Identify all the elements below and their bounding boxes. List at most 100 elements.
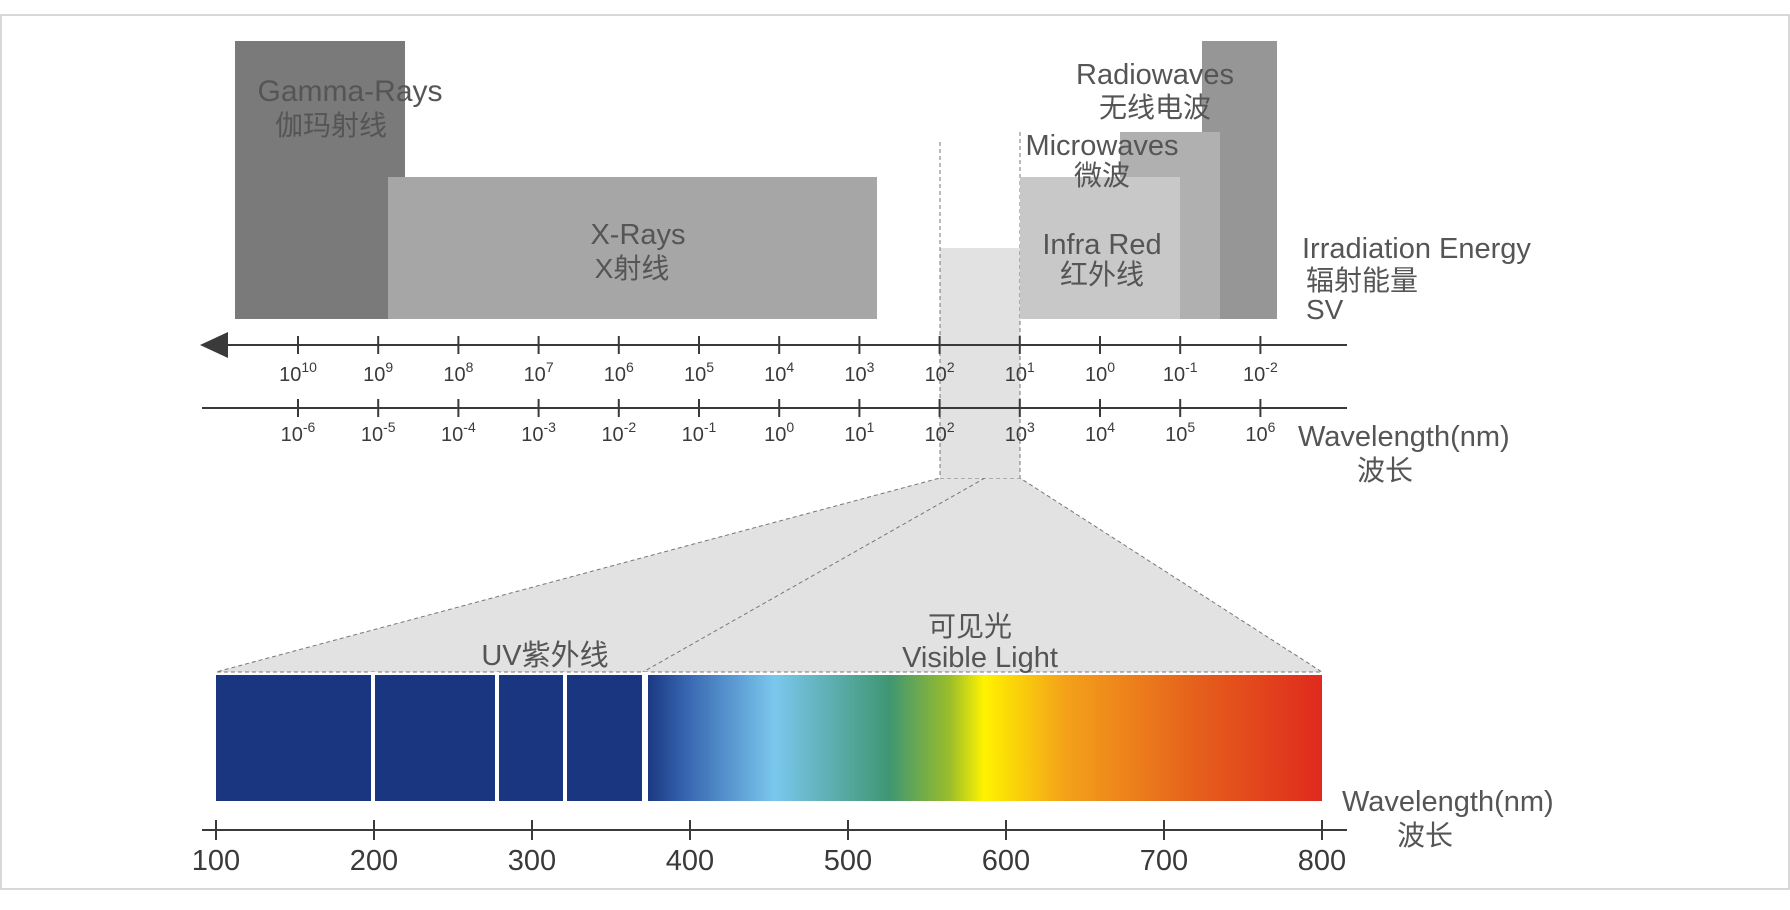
energy-tick-exp: 1 [1027,359,1035,375]
wavelength-tick-exp: -3 [543,419,556,435]
nm-tick-label: 600 [982,845,1030,877]
nm-tick-label: 100 [192,845,240,877]
energy-tick-exp: -1 [1185,359,1198,375]
energy-tick-label: 103 [844,359,874,386]
wavelength-tick-exp: 5 [1187,419,1195,435]
nm-tick-label: 500 [824,845,872,877]
wavelength-tick-exp: -5 [383,419,396,435]
energy-tick-label: 102 [925,359,955,386]
wavelength-tick-exp: 2 [947,419,955,435]
energy-tick-exp: 4 [786,359,794,375]
wavelength-tick-base: 10 [844,424,866,446]
x-rays-band [388,177,877,319]
energy-tick-base: 10 [844,364,866,386]
energy-tick-exp: 7 [546,359,554,375]
energy-tick-base: 10 [1085,364,1107,386]
energy-tick-exp: 2 [947,359,955,375]
energy-tick-base: 10 [1163,364,1185,386]
uv-divider-2 [495,672,499,804]
zoom-funnel [215,477,1324,673]
radio-label-en: Radiowaves [1076,59,1234,91]
wavelength-tick-exp: -6 [303,419,316,435]
energy-axis-ticks: 1010 109 108 107 106 105 104 103 102 101 100 10-1 10… [279,336,1278,386]
wavelength-tick-exp: 3 [1027,419,1035,435]
energy-tick-label: 100 [1085,359,1115,386]
energy-tick-label: 10-1 [1163,359,1198,386]
wavelength-axis-label-en: Wavelength(nm) [1298,421,1510,453]
energy-tick-label: 106 [604,359,634,386]
energy-axis-unit: SV [1306,294,1344,325]
wavelength-tick-exp: 4 [1107,419,1115,435]
wavelength-tick-label: 105 [1165,419,1195,446]
energy-tick-exp: 8 [466,359,474,375]
visible-label-zh: 可见光 [928,611,1012,642]
energy-tick-label: 105 [684,359,714,386]
energy-tick-base: 10 [443,364,465,386]
energy-tick-base: 10 [524,364,546,386]
wavelength-tick-base: 10 [1085,424,1107,446]
energy-tick-exp: 6 [626,359,634,375]
infrared-label-en: Infra Red [1042,229,1161,261]
wavelength-tick-base: 10 [361,424,383,446]
energy-tick-exp: 0 [1107,359,1115,375]
wavelength-tick-base: 10 [441,424,463,446]
energy-axis-arrow-icon [200,332,228,358]
wavelength-tick-label: 10-3 [521,419,556,446]
gamma-label-en: Gamma-Rays [257,75,442,108]
infrared-label-zh: 红外线 [1060,259,1144,290]
energy-tick-exp: 9 [385,359,393,375]
energy-tick-base: 10 [1243,364,1265,386]
nm-tick-label: 300 [508,845,556,877]
energy-tick-label: 108 [443,359,473,386]
nm-tick-label: 700 [1140,845,1188,877]
uv-divider-3 [563,672,567,804]
wavelength-tick-base: 10 [1165,424,1187,446]
uv-divider-1 [371,672,375,804]
optical-window-band [940,248,1020,478]
gamma-label-zh: 伽玛射线 [275,110,387,141]
wavelength-tick-label: 10-4 [441,419,476,446]
wavelength-tick-label: 102 [925,419,955,446]
wavelength-tick-exp: 0 [786,419,794,435]
energy-tick-exp: 10 [301,359,317,375]
nm-tick-label: 800 [1298,845,1346,877]
wavelength-tick-exp: 1 [867,419,875,435]
wavelength-tick-base: 10 [521,424,543,446]
wavelength-tick-label: 10-6 [281,419,316,446]
uv-spectrum-bar [216,675,646,801]
energy-tick-base: 10 [279,364,301,386]
energy-tick-base: 10 [363,364,385,386]
wavelength-tick-base: 10 [925,424,947,446]
energy-tick-label: 104 [764,359,794,386]
energy-tick-base: 10 [925,364,947,386]
visible-label-en: Visible Light [902,642,1058,674]
micro-label-en: Microwaves [1025,130,1178,162]
energy-tick-exp: 3 [867,359,875,375]
wavelength-tick-base: 10 [281,424,303,446]
wavelength-tick-label: 106 [1245,419,1275,446]
xray-label-zh: X射线 [595,253,670,284]
wavelength-tick-exp: -2 [624,419,637,435]
frame-border [0,14,1790,890]
energy-tick-label: 101 [1005,359,1035,386]
nm-axis-ticks: 100 200 300 400 500 600 700 800 [192,820,1346,877]
wavelength-axis-ticks: 10-6 10-5 10-4 10-3 10-2 10-1 100 101 102 103 104 1… [281,399,1276,446]
wavelength-tick-base: 10 [601,424,623,446]
energy-tick-base: 10 [764,364,786,386]
wavelength-tick-exp: -1 [704,419,717,435]
energy-tick-label: 1010 [279,359,317,386]
energy-tick-base: 10 [1005,364,1027,386]
wavelength-axis-label-zh: 波长 [1357,455,1413,486]
uv-visible-divider [642,477,986,673]
uv-label: UV紫外线 [481,639,608,672]
wavelength-tick-base: 10 [682,424,704,446]
visible-spectrum-bar [646,675,1322,801]
nm-axis-label-zh: 波长 [1397,820,1453,851]
wavelength-tick-label: 101 [844,419,874,446]
wavelength-tick-label: 10-5 [361,419,396,446]
uv-visible-gap [642,672,648,804]
energy-axis-label-en: Irradiation Energy [1302,233,1531,265]
energy-tick-label: 109 [363,359,393,386]
